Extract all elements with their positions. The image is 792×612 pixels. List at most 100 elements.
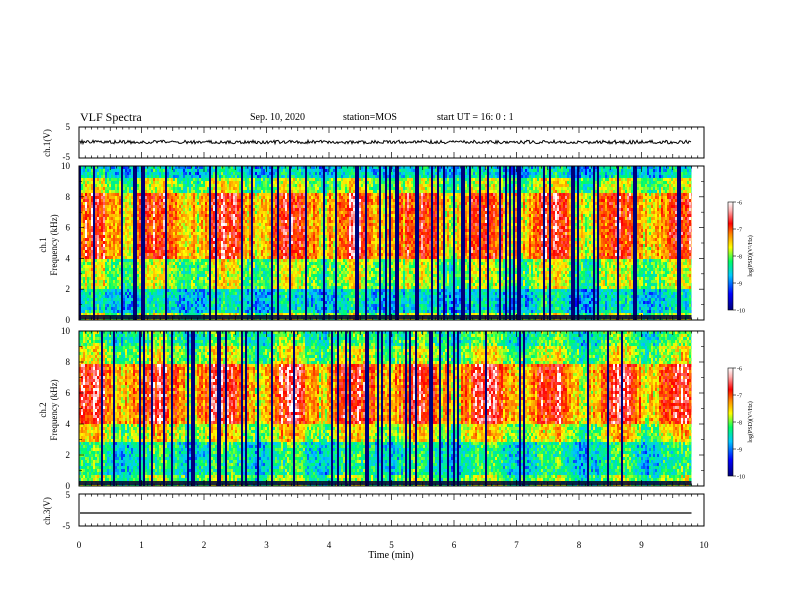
spectrogram-cell	[155, 235, 158, 239]
spectrogram-cell	[221, 226, 224, 230]
spectrogram-cell	[91, 277, 94, 281]
spectrogram-cell	[121, 262, 124, 266]
spectrogram-cell	[211, 229, 214, 233]
spectrogram-cell	[165, 283, 168, 287]
spectrogram-cell	[81, 211, 84, 215]
spectrogram-cell	[103, 313, 106, 317]
spectrogram-cell	[143, 208, 146, 212]
spectrogram-cell	[173, 247, 176, 251]
spectrogram-cell	[173, 193, 176, 197]
spectrogram-cell	[99, 190, 102, 194]
spectrogram-cell	[255, 292, 258, 296]
spectrogram-cell	[211, 190, 214, 194]
spectrogram-cell	[211, 211, 214, 215]
spectrogram-cell	[245, 226, 248, 230]
spectrogram-cell	[119, 226, 122, 230]
spectrogram-cell	[121, 211, 124, 215]
spectrogram-cell	[159, 250, 162, 254]
spectrogram-cell	[265, 190, 268, 194]
spectrogram-cell	[165, 268, 168, 272]
spectrogram-cell	[159, 232, 162, 236]
spectrogram-cell	[83, 310, 86, 314]
spectrogram-cell	[95, 241, 98, 245]
spectrogram-cell	[175, 226, 178, 230]
spectrogram-cell	[201, 289, 204, 293]
spectrogram-cell	[151, 295, 154, 299]
spectrogram-cell	[143, 265, 146, 269]
spectrogram-cell	[181, 295, 184, 299]
spectrogram-cell	[269, 304, 272, 308]
spectrogram-cell	[179, 166, 182, 170]
spectrogram-cell	[269, 283, 272, 287]
spectrogram-cell	[265, 277, 268, 281]
spectrogram-cell	[197, 196, 200, 200]
spectrogram-cell	[127, 274, 130, 278]
spectrogram-cell	[201, 223, 204, 227]
spectrogram-cell	[123, 253, 126, 257]
spectrogram-cell	[167, 214, 170, 218]
spectrogram-cell	[181, 301, 184, 305]
spectrogram-cell	[91, 268, 94, 272]
spectrogram-cell	[143, 199, 146, 203]
spectrogram-cell	[219, 184, 222, 188]
spectrogram-cell	[201, 184, 204, 188]
spectrogram-cell	[103, 208, 106, 212]
spectrogram-cell	[87, 238, 90, 242]
spectrogram-cell	[129, 220, 132, 224]
spectrogram-cell	[257, 217, 260, 221]
spectrogram-cell	[259, 238, 262, 242]
spectrogram-cell	[235, 268, 238, 272]
spectrogram-cell	[83, 289, 86, 293]
spectrogram-cell	[193, 214, 196, 218]
spectrogram-cell	[125, 280, 128, 284]
spectrogram-cell	[181, 217, 184, 221]
spectrogram-cell	[149, 283, 152, 287]
spectrogram-cell	[115, 301, 118, 305]
spectrogram-cell	[201, 238, 204, 242]
spectrogram-cell	[141, 196, 144, 200]
spectrogram-cell	[171, 298, 174, 302]
spectrogram-cell	[201, 199, 204, 203]
spectrogram-cell	[269, 208, 272, 212]
spectrogram-cell	[165, 274, 168, 278]
spectrogram-cell	[143, 217, 146, 221]
spectrogram-cell	[133, 205, 136, 209]
spectrogram-cell	[191, 220, 194, 224]
spectrogram-cell	[159, 274, 162, 278]
spectrogram-cell	[191, 205, 194, 209]
spectrogram-cell	[239, 244, 242, 248]
spectrogram-cell	[201, 232, 204, 236]
spectrogram-cell	[203, 193, 206, 197]
spectrogram-cell	[249, 250, 252, 254]
spectrogram-cell	[187, 229, 190, 233]
spectrogram-cell	[209, 184, 212, 188]
spectrogram-cell	[261, 181, 264, 185]
spectrogram-cell	[211, 214, 214, 218]
spectrogram-cell	[95, 289, 98, 293]
spectrogram-cell	[109, 226, 112, 230]
spectrogram-cell	[231, 211, 234, 215]
spectrogram-cell	[163, 169, 166, 173]
spectrogram-cell	[109, 286, 112, 290]
spectrogram-cell	[261, 208, 264, 212]
spectrogram-cell	[81, 289, 84, 293]
spectrogram-cell	[81, 178, 84, 182]
spectrogram-cell	[211, 196, 214, 200]
spectrogram-cell	[117, 292, 120, 296]
spectrogram-cell	[175, 208, 178, 212]
spectrogram-cell	[269, 220, 272, 224]
spectrogram-cell	[93, 253, 96, 257]
spectrogram-cell	[125, 250, 128, 254]
spectrogram-cell	[103, 265, 106, 269]
spectrogram-cell	[135, 304, 138, 308]
spectrogram-cell	[209, 247, 212, 251]
spectrogram-cell	[111, 232, 114, 236]
spectrogram-cell	[169, 223, 172, 227]
spectrogram-cell	[165, 265, 168, 269]
spectrogram-cell	[241, 280, 244, 284]
spectrogram-cell	[149, 244, 152, 248]
spectrogram-cell	[141, 199, 144, 203]
spectrogram-cell	[145, 223, 148, 227]
spectrogram-cell	[173, 169, 176, 173]
spectrogram-cell	[171, 313, 174, 317]
